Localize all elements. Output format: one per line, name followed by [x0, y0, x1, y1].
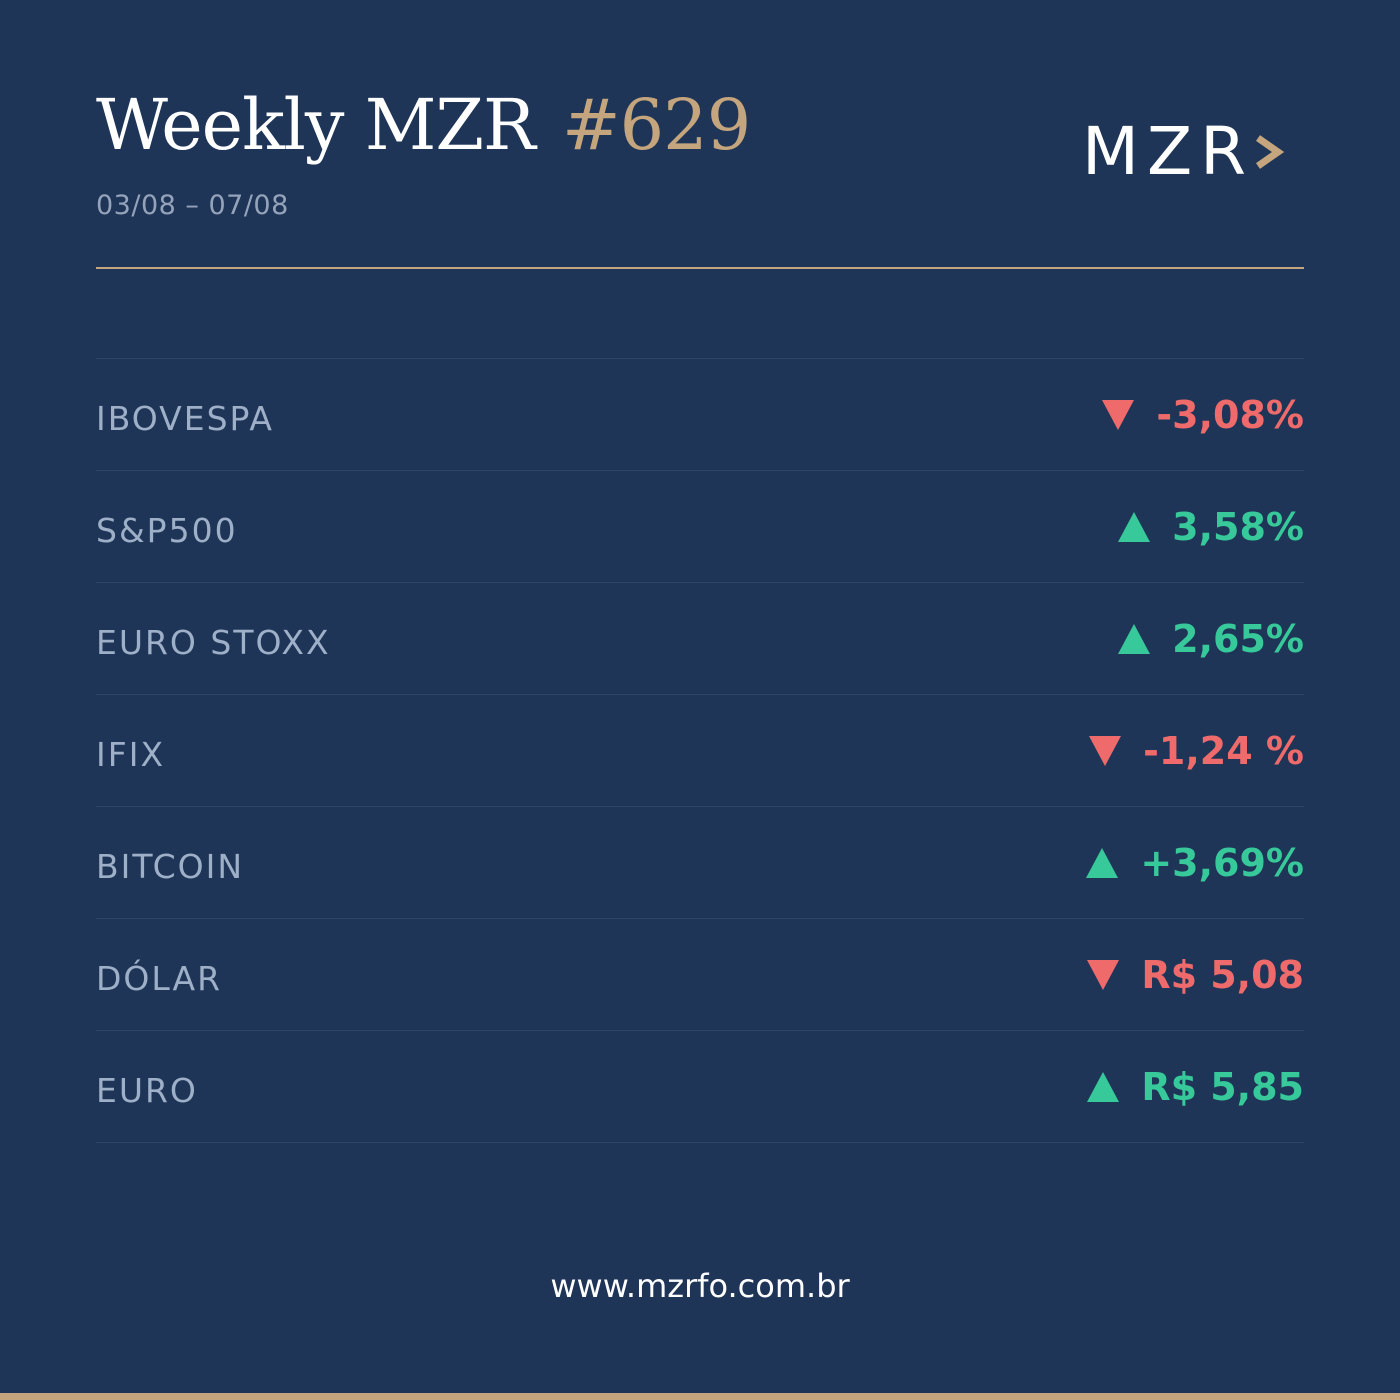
triangle-up-icon — [1118, 511, 1151, 542]
table-row: DÓLAR R$ 5,08 — [96, 918, 1304, 1030]
table-row: IFIX -1,24 % — [96, 694, 1304, 806]
table-row: BITCOIN +3,69% — [96, 806, 1304, 918]
date-range: 03/08 – 07/08 — [96, 190, 289, 221]
value-text: 3,58% — [1172, 504, 1304, 549]
logo-text: MZR — [1082, 113, 1255, 190]
row-label: IBOVESPA — [96, 399, 274, 438]
row-value: +3,69% — [1086, 841, 1304, 885]
row-value: 3,58% — [1118, 505, 1304, 549]
chevron-right-icon — [1255, 135, 1284, 169]
table-row: EURO R$ 5,85 — [96, 1030, 1304, 1143]
title-text: Weekly MZR — [96, 84, 536, 166]
page-title: Weekly MZR #629 — [96, 80, 751, 170]
row-label: BITCOIN — [96, 847, 245, 886]
row-label: S&P500 — [96, 511, 238, 550]
row-value: 2,65% — [1118, 617, 1304, 661]
table-row: IBOVESPA -3,08% — [96, 358, 1304, 470]
triangle-down-icon — [1087, 959, 1120, 990]
row-label: EURO — [96, 1071, 198, 1110]
mzr-logo: MZR — [1082, 112, 1284, 192]
row-value: R$ 5,85 — [1087, 1065, 1304, 1109]
market-table: IBOVESPA -3,08% S&P500 3,58% EURO STOXX … — [96, 358, 1304, 1143]
triangle-up-icon — [1087, 1071, 1120, 1102]
row-value: -3,08% — [1102, 393, 1304, 437]
row-label: DÓLAR — [96, 959, 223, 998]
value-text: 2,65% — [1172, 616, 1304, 661]
value-text: +3,69% — [1140, 840, 1304, 885]
row-value: R$ 5,08 — [1087, 953, 1304, 997]
row-label: IFIX — [96, 735, 166, 774]
issue-number: #629 — [561, 84, 751, 166]
table-row: EURO STOXX 2,65% — [96, 582, 1304, 694]
triangle-down-icon — [1102, 399, 1135, 430]
value-text: R$ 5,08 — [1141, 952, 1304, 997]
row-label: EURO STOXX — [96, 623, 331, 662]
triangle-down-icon — [1089, 735, 1122, 766]
value-text: -1,24 % — [1143, 728, 1304, 773]
triangle-up-icon — [1118, 623, 1151, 654]
value-text: R$ 5,85 — [1141, 1064, 1304, 1109]
table-row: S&P500 3,58% — [96, 470, 1304, 582]
website-link[interactable]: www.mzrfo.com.br — [550, 1267, 850, 1305]
triangle-up-icon — [1086, 847, 1119, 878]
row-value: -1,24 % — [1089, 729, 1304, 773]
header-divider — [96, 267, 1304, 269]
bottom-accent-bar — [0, 1393, 1400, 1400]
value-text: -3,08% — [1156, 392, 1304, 437]
